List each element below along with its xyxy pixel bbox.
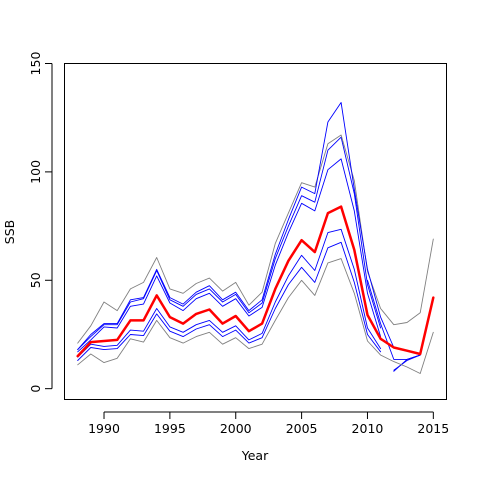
series-line-peak-upper bbox=[77, 102, 395, 351]
y-axis-label: SSB bbox=[2, 220, 17, 244]
series-line-outer-upper bbox=[77, 134, 434, 344]
y-tick-label: 150 bbox=[28, 52, 43, 76]
x-axis: 1990 1995 2000 2005 2010 2015 bbox=[88, 411, 449, 436]
y-tick-label: 100 bbox=[28, 160, 43, 184]
series-line-central bbox=[76, 205, 435, 358]
series-line-outer-lower bbox=[77, 258, 434, 374]
x-tick-label: 2000 bbox=[220, 421, 252, 436]
plot-frame bbox=[64, 63, 447, 400]
series-line-band-3-lower bbox=[77, 228, 382, 358]
y-axis: 0 50 100 150 bbox=[28, 52, 53, 393]
series-line-band-1-lower bbox=[77, 241, 382, 361]
series-line-band-3-upper bbox=[77, 158, 382, 353]
x-tick-label: 1990 bbox=[88, 421, 120, 436]
x-tick-label: 2010 bbox=[352, 421, 384, 436]
series-line-band-4-upper bbox=[393, 354, 421, 371]
y-tick-label: 50 bbox=[28, 272, 43, 288]
x-axis-label: Year bbox=[241, 448, 269, 463]
series-layer bbox=[76, 102, 435, 374]
series-line-band-1-upper bbox=[77, 136, 382, 351]
x-tick-label: 2005 bbox=[286, 421, 318, 436]
x-tick-label: 2015 bbox=[417, 421, 449, 436]
y-tick-label: 0 bbox=[28, 385, 43, 393]
x-tick-label: 1995 bbox=[154, 421, 186, 436]
